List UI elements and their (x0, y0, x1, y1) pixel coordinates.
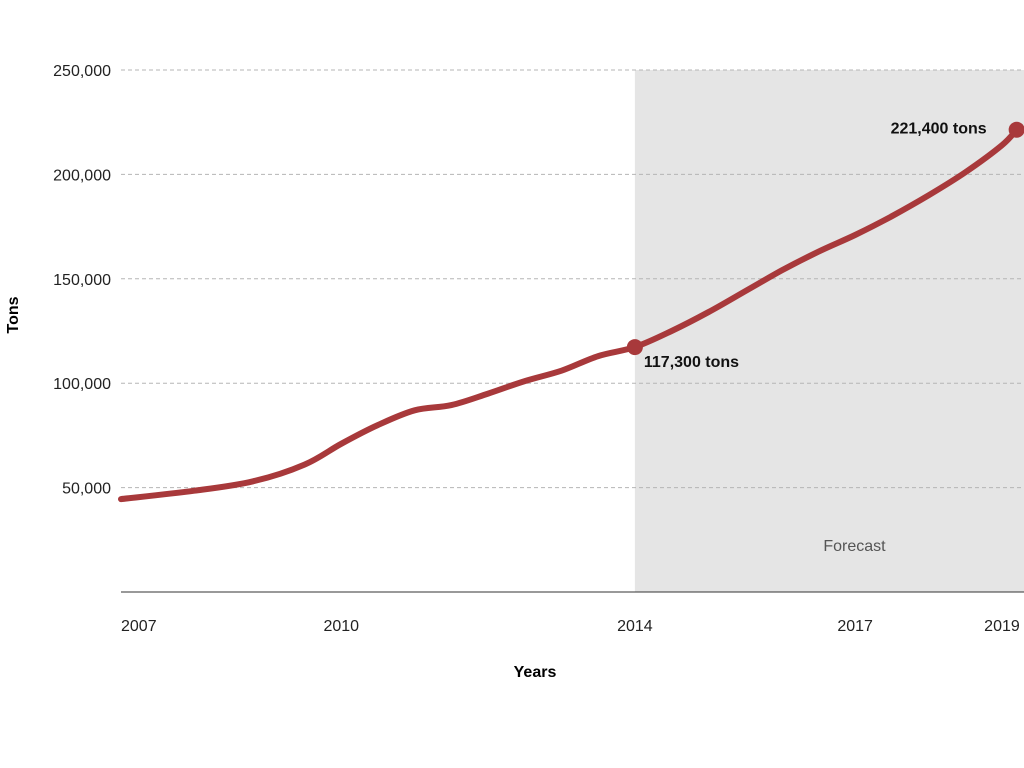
y-tick-label: 200,000 (53, 167, 111, 184)
y-tick-label: 150,000 (53, 272, 111, 289)
forecast-region (634, 70, 1024, 592)
x-axis-title: Years (514, 664, 557, 681)
x-tick-label: 2019 (984, 618, 1020, 635)
point-label: 221,400 tons (891, 121, 987, 138)
y-axis-title: Tons (5, 296, 22, 333)
y-tick-label: 100,000 (53, 376, 111, 393)
highlight-point (626, 339, 643, 356)
x-tick-label: 2017 (837, 618, 873, 635)
highlighted-points: 117,300 tons 221,400 tons (626, 121, 1024, 371)
y-tick-label: 50,000 (62, 481, 111, 498)
x-tick-label: 2014 (617, 618, 653, 635)
y-tick-label: 250,000 (53, 63, 111, 80)
series-line (118, 126, 1020, 503)
x-tick-label: 2007 (121, 618, 157, 635)
highlight-point (1008, 121, 1024, 138)
x-tick-labels: 2007 2010 2014 2017 2019 (121, 618, 1020, 635)
y-tick-labels: 50,000 100,000 150,000 200,000 250,000 (53, 63, 111, 498)
x-tick-label: 2010 (323, 618, 359, 635)
point-label: 117,300 tons (644, 354, 739, 371)
forecast-label: Forecast (823, 538, 886, 555)
y-gridlines (121, 69, 1024, 489)
